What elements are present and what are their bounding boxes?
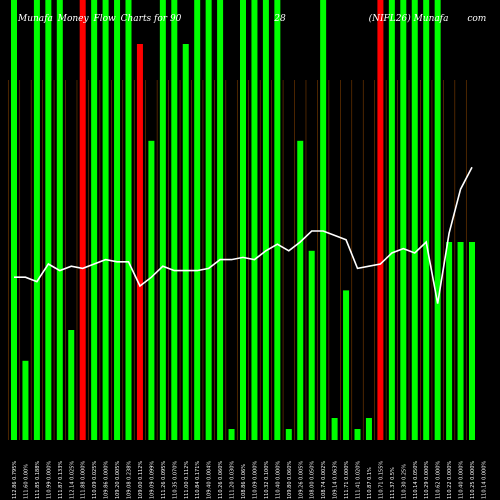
bar-37 (434, 0, 441, 440)
x-tick-label-19: 111.20 0.030% (230, 461, 236, 499)
x-tick-label-3: 110.99 0.000% (46, 461, 52, 499)
x-tick-label-38: 110.22 0.000% (447, 461, 453, 499)
x-tick-label-6: 111.88 0.000% (81, 461, 87, 499)
x-tick-label-33: 111.37 0.5% (390, 467, 396, 499)
bar-22 (262, 0, 269, 440)
x-tick-label-9: 109.20 0.005% (115, 461, 121, 499)
x-tick-label-34: 110.30 0.25% (401, 464, 407, 499)
bar-14 (171, 0, 178, 440)
x-tick-label-22: 110.32 0.100% (264, 461, 270, 499)
bar-2 (33, 0, 40, 440)
bar-16 (194, 0, 201, 440)
x-tick-label-31: 110.87 0.1% (367, 467, 373, 499)
x-tick-label-18: 110.26 0.060% (218, 461, 224, 499)
bar-34 (400, 0, 407, 440)
bar-36 (423, 0, 430, 440)
bar-8 (102, 0, 109, 440)
x-tick-label-32: 110.71 0.155% (378, 461, 384, 499)
title-part: Money (57, 14, 89, 24)
x-tick-label-16: 110.84 0.171% (195, 461, 201, 499)
bar-15 (182, 44, 189, 440)
x-tick-label-7: 110.09 0.025% (92, 461, 98, 499)
bar-32 (377, 0, 384, 440)
bar-27 (320, 0, 327, 440)
bar-23 (274, 0, 281, 440)
x-tick-label-35: 110.14 0.050% (413, 461, 419, 499)
x-tick-label-17: 109.40 0.004% (207, 461, 213, 499)
bar-30 (354, 429, 361, 440)
x-tick-label-23: 110.40 0.000% (275, 461, 281, 499)
bar-21 (251, 0, 258, 440)
x-tick-label-36: 110.29 0.000% (424, 461, 430, 499)
x-tick-label-15: 111.00 0.112% (184, 461, 190, 499)
bar-38 (446, 242, 453, 440)
x-tick-label-27: 108.74 0.002% (321, 461, 327, 499)
title-part: 28 (274, 14, 286, 24)
bar-4 (56, 0, 63, 440)
bar-25 (297, 140, 304, 441)
x-tick-label-11: 109.00 0.112% (138, 461, 144, 499)
x-tick-label-2: 111.85 0.188% (35, 461, 41, 499)
bar-10 (125, 0, 132, 440)
bar-7 (91, 0, 98, 440)
bar-20 (240, 0, 246, 440)
title-part: Munafa (18, 14, 53, 24)
title-part: com (467, 14, 487, 24)
bar-3 (45, 0, 52, 440)
bar-18 (217, 0, 224, 440)
x-tick-label-1: 111.60 0.00% (23, 464, 29, 499)
x-tick-label-0: 112.86 0.795% (12, 461, 18, 499)
x-tick-label-4: 111.87 0.133% (58, 461, 64, 499)
bar-5 (68, 330, 75, 440)
bar-1 (22, 360, 29, 440)
bar-33 (388, 0, 395, 440)
title-part: Flow (93, 14, 116, 24)
bar-9 (114, 0, 121, 440)
x-tick-label-30: 111.41 0.020% (356, 461, 362, 499)
bar-28 (331, 418, 338, 440)
x-tick-label-26: 108.00 0.050% (310, 461, 316, 499)
bar-31 (365, 418, 372, 440)
x-tick-label-20: 108.86 0.06% (241, 464, 247, 499)
x-tick-label-12: 109.09 0.099% (149, 461, 155, 499)
bar-26 (308, 250, 315, 440)
x-tick-label-41: 110.14 0.000% (481, 461, 487, 499)
x-tick-label-13: 111.26 0.095% (161, 461, 167, 499)
bar-39 (457, 242, 464, 440)
x-tick-label-40: 110.25 0.000% (470, 461, 476, 499)
x-tick-label-29: 111.71 0.000% (344, 461, 350, 499)
bar-24 (285, 429, 292, 440)
bar-17 (205, 0, 212, 440)
x-tick-label-21: 110.09 0.000% (252, 461, 258, 499)
bar-19 (228, 429, 235, 440)
money-flow-line (14, 166, 473, 304)
x-tick-label-8: 109.86 0.000% (104, 461, 110, 499)
x-tick-label-37: 110.62 0.000% (436, 461, 442, 499)
bar-35 (411, 0, 418, 440)
x-tick-label-24: 109.80 0.060% (287, 461, 293, 499)
x-tick-label-10: 109.08 0.238% (127, 461, 133, 499)
bar-11 (136, 44, 143, 440)
x-tick-label-25: 109.26 0.005% (298, 461, 304, 499)
chart-title: Munafa Money Flow Charts for 90 28 (NIFL… (18, 14, 488, 24)
bar-0 (11, 0, 17, 440)
x-tick-label-14: 110.35 0.070% (172, 461, 178, 499)
bar-6 (79, 0, 86, 440)
title-part: Charts for 90 (120, 14, 182, 24)
x-tick-label-28: 109.14 0.063% (333, 461, 339, 499)
bar-40 (469, 242, 475, 440)
x-tick-label-5: 112.14 0.025% (69, 461, 75, 499)
x-tick-label-39: 110.40 0.000% (459, 461, 465, 499)
bar-13 (159, 0, 166, 440)
bar-12 (148, 140, 155, 441)
bar-29 (343, 290, 350, 440)
title-part: (NIFL26) Munafa (368, 14, 449, 24)
